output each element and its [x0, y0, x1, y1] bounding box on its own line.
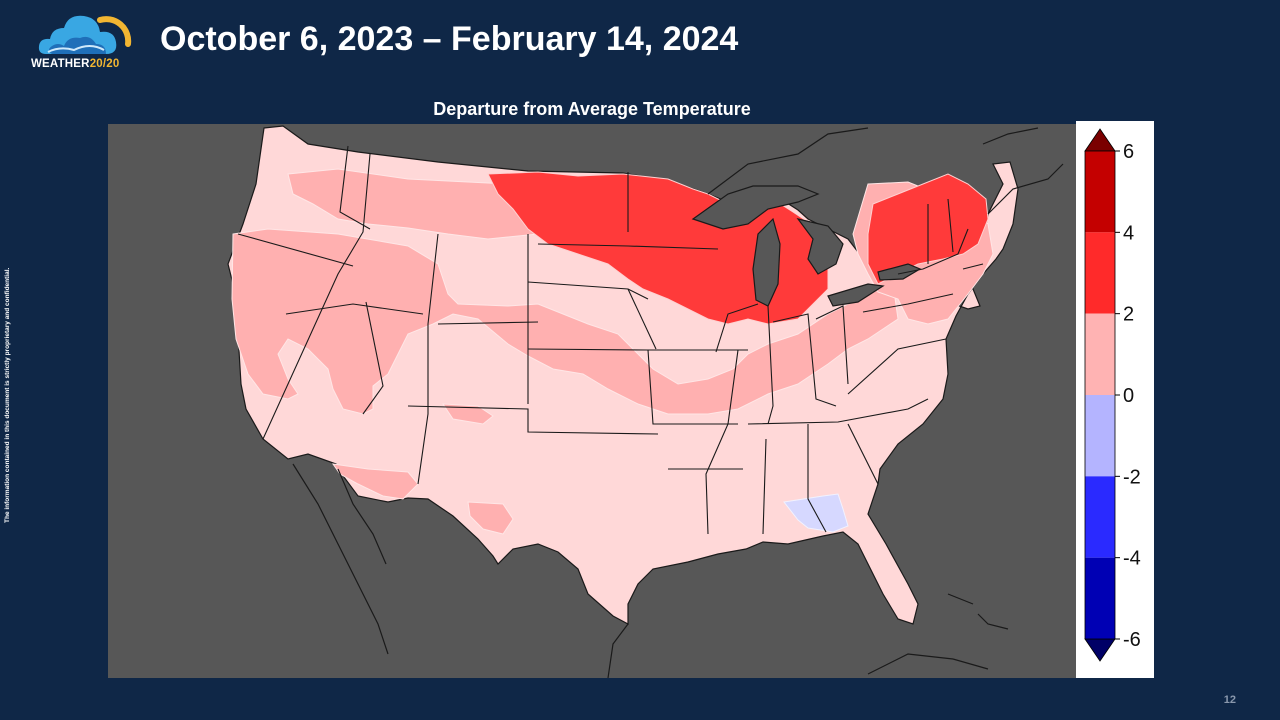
colorbar-tick-label-5: -4: [1123, 548, 1141, 570]
state-boundaries: [237, 145, 984, 535]
anomaly-plus1-plus2: [231, 168, 994, 535]
colorbar-legend: 6 4 2 0 -2 -4 -6: [1076, 121, 1154, 678]
map-svg: [227, 125, 1064, 679]
colorbar-svg: 6 4 2 0 -2 -4 -6: [1084, 128, 1141, 662]
colorbar-tick-label-2: 2: [1123, 304, 1134, 326]
logo-accent-text: 20/20: [89, 58, 120, 70]
colorbar-bin-3: [1085, 395, 1115, 477]
region-west-great-basin: [231, 228, 899, 415]
colorbar-over-arrow: [1084, 128, 1116, 152]
temperature-anomaly-map: [108, 124, 1076, 679]
lake-ontario: [877, 263, 922, 281]
colorbar-bin-0: [1085, 151, 1115, 233]
lake-erie: [827, 283, 885, 307]
cloud-sun-icon: [38, 15, 132, 54]
lake-huron: [796, 218, 844, 275]
international-coastlines: [292, 127, 1064, 679]
map-title: Departure from Average Temperature: [433, 99, 751, 119]
confidentiality-note: The information contained in this docume…: [4, 267, 11, 523]
colorbar-tick-label-4: -2: [1123, 466, 1141, 488]
region-four-corners-patch: [442, 403, 494, 425]
logo-wordmark: WEATHER20/20: [31, 58, 119, 70]
region-northern-rockies: [287, 168, 549, 240]
colorbar-bin-1: [1085, 232, 1115, 314]
colorbar-bin-4: [1085, 476, 1115, 558]
great-lakes: [691, 185, 922, 307]
page-number: 12: [1223, 694, 1236, 706]
region-southwest-patch: [331, 463, 419, 500]
region-texas-patch: [467, 501, 514, 535]
slide-title: October 6, 2023 – February 14, 2024: [160, 20, 739, 58]
logo-main-text: WEATHER: [31, 58, 90, 70]
colorbar-bin-5: [1085, 557, 1115, 639]
colorbar-tick-label-3: 0: [1123, 385, 1134, 407]
colorbar-tick-label-6: -6: [1123, 629, 1141, 651]
colorbar-under-arrow: [1084, 638, 1116, 662]
lake-michigan: [752, 217, 781, 307]
weather-2020-logo: [38, 15, 132, 54]
colorbar-tick-label-1: 4: [1123, 222, 1134, 244]
colorbar-bin-2: [1085, 313, 1115, 395]
colorbar-tick-label-0: 6: [1123, 141, 1134, 163]
lake-superior: [691, 185, 820, 230]
